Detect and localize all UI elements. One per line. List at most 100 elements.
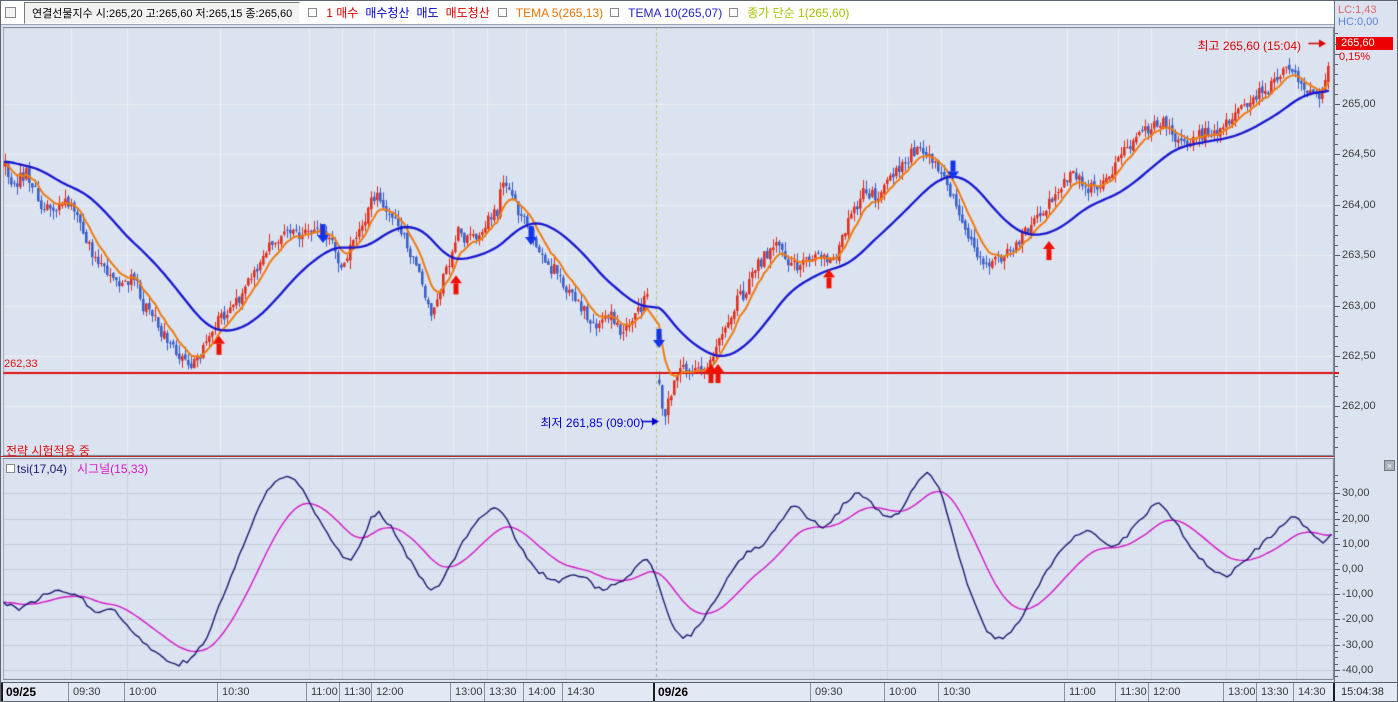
oscillator-axis-tick — [1335, 475, 1338, 476]
price-axis-tick — [1335, 296, 1338, 297]
price-axis-label: 264,50 — [1342, 148, 1376, 161]
price-axis-tick — [1335, 44, 1338, 45]
time-label: 13:00 — [1228, 686, 1256, 698]
time-label: 10:30 — [222, 686, 250, 698]
time-label: 13:00 — [455, 686, 483, 698]
time-axis-separator — [562, 683, 563, 701]
price-axis-label: 263,50 — [1342, 249, 1376, 262]
oscillator-axis-tick — [1335, 550, 1338, 551]
tsi-legend-item[interactable]: tsi(17,04) — [6, 462, 67, 476]
signal-legend-label[interactable]: 1 매수 — [326, 6, 359, 20]
indicator-legend-label[interactable]: TEMA 10(265,07) — [628, 5, 723, 20]
time-label: 13:30 — [489, 686, 517, 698]
price-axis-tick — [1335, 356, 1340, 357]
time-label: 11:30 — [344, 686, 371, 698]
date-label: 09/25 — [6, 685, 37, 699]
oscillator-axis-tick — [1335, 645, 1340, 646]
time-axis-separator — [938, 683, 939, 701]
oscillator-axis-tick — [1335, 487, 1338, 488]
tsi-bullet-icon — [6, 464, 15, 473]
signal-label: 시그널(15,33) — [77, 462, 149, 476]
oscillator-axis-tick — [1335, 626, 1338, 627]
price-axis-tick — [1335, 215, 1338, 216]
oscillator-axis-tick — [1335, 651, 1338, 652]
signal-legend-label[interactable]: 매도청산 — [445, 6, 490, 20]
price-axis-tick — [1335, 104, 1340, 105]
oscillator-axis-label: 20,00 — [1342, 512, 1370, 525]
signal-legend-label[interactable]: 매수청산 — [365, 6, 410, 20]
price-axis-tick — [1335, 114, 1338, 115]
level-line-label: 262,33 — [4, 358, 38, 370]
oscillator-axis-tick — [1335, 481, 1338, 482]
oscillator-axis-tick — [1335, 588, 1338, 589]
time-axis-separator — [1115, 683, 1116, 701]
oscillator-axis-label: 0,00 — [1342, 563, 1364, 575]
oscillator-axis-tick — [1335, 670, 1340, 671]
chart-toolbar: 연결선물지수 시:265,20 고:265,60 저:265,15 종:265,… — [1, 1, 1334, 25]
oscillator-axis-tick — [1335, 525, 1338, 526]
price-axis-tick — [1335, 255, 1340, 256]
price-axis-tick — [1335, 396, 1338, 397]
price-axis-tick — [1335, 54, 1340, 55]
strategy-status-text: 전략 시험적용 중 — [6, 444, 90, 458]
price-axis-tick — [1335, 265, 1338, 266]
oscillator-axis-tick — [1335, 544, 1340, 545]
oscillator-axis-tick — [1335, 676, 1338, 677]
signal-bullet-icon — [308, 8, 318, 17]
indicator-bullet-icon — [610, 8, 620, 17]
time-label: 10:30 — [943, 686, 971, 698]
price-axis-tick — [1335, 416, 1338, 417]
price-axis-tick — [1335, 64, 1338, 65]
price-axis-tick — [1335, 376, 1338, 377]
price-axis-tick — [1335, 94, 1338, 95]
oscillator-axis-tick — [1335, 664, 1338, 665]
price-axis-tick — [1335, 74, 1338, 75]
time-label: 11:00 — [311, 686, 338, 698]
price-axis-tick — [1335, 406, 1340, 407]
signal-legend-item[interactable]: 시그널(15,33) — [77, 460, 148, 477]
panel-splitter[interactable] — [1, 456, 1334, 457]
price-axis-tick — [1335, 205, 1340, 206]
oscillator-axis-tick — [1335, 569, 1340, 570]
time-label: 11:00 — [1069, 686, 1096, 698]
panel-menu-icon[interactable]: × — [1384, 460, 1395, 471]
price-axis-label: 262,00 — [1342, 400, 1376, 413]
price-axis-tick — [1335, 84, 1338, 85]
oscillator-axis-label: 10,00 — [1342, 537, 1370, 550]
price-axis-tick — [1335, 386, 1338, 387]
price-axis-label: 264,00 — [1342, 198, 1376, 211]
price-axis-tick — [1335, 285, 1338, 286]
price-axis-tick — [1335, 336, 1338, 337]
current-time: 15:04:38 — [1341, 686, 1384, 698]
signal-legend-label[interactable]: 매도 — [416, 6, 439, 20]
oscillator-axis-tick — [1335, 493, 1340, 494]
oscillator-axis-tick — [1335, 619, 1340, 620]
price-axis-label: 265,00 — [1342, 98, 1376, 110]
signal-legend: 1 매수 매수청산 매도 매도청산 — [308, 4, 490, 21]
level-axis-tick — [1334, 372, 1339, 374]
price-axis-tick — [1335, 154, 1340, 155]
oscillator-canvas[interactable] — [3, 458, 1334, 680]
oscillator-axis-tick — [1335, 613, 1338, 614]
price-axis-label: 262,50 — [1342, 350, 1376, 362]
oscillator-axis-tick — [1335, 657, 1338, 658]
oscillator-axis-tick — [1335, 500, 1338, 501]
price-axis-tick — [1335, 164, 1338, 165]
time-axis-separator — [1064, 683, 1065, 701]
oscillator-axis-tick — [1335, 512, 1338, 513]
oscillator-axis-tick — [1335, 594, 1340, 595]
main-chart-canvas[interactable] — [3, 27, 1334, 456]
time-axis-separator — [124, 683, 125, 701]
time-label: 14:30 — [567, 686, 595, 698]
indicator-legend: TEMA 5(265,13) TEMA 10(265,07) 종가 단순 1(265… — [497, 4, 850, 21]
oscillator-axis-tick — [1335, 575, 1338, 576]
price-axis-tick — [1335, 195, 1338, 196]
time-axis-separator — [810, 683, 811, 701]
indicator-legend-label[interactable]: 종가 단순 1(265,60) — [747, 6, 850, 20]
indicator-legend-label[interactable]: TEMA 5(265,13) — [515, 5, 604, 20]
oscillator-axis-tick — [1335, 519, 1340, 520]
instrument-ohlc-title[interactable]: 연결선물지수 시:265,20 고:265,60 저:265,15 종:265,… — [24, 1, 301, 24]
oscillator-axis-tick — [1335, 582, 1338, 583]
oscillator-legend: tsi(17,04) 시그널(15,33) — [6, 460, 148, 477]
